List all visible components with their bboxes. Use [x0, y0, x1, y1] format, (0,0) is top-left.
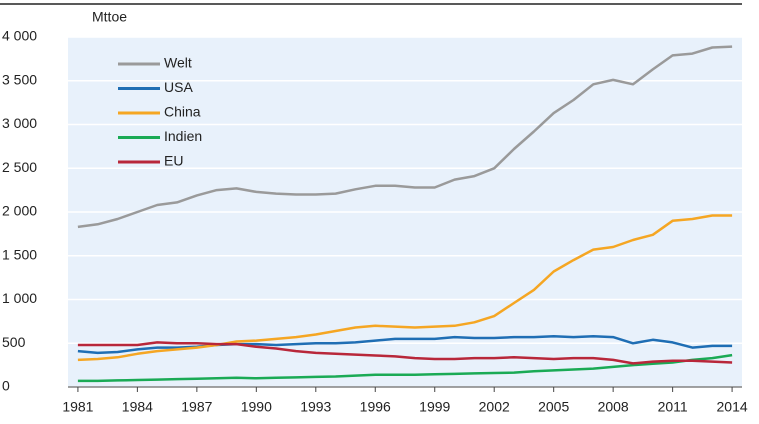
series-line: [77, 341, 733, 365]
legend-label: EU: [164, 153, 183, 169]
x-tick-label: 2005: [538, 399, 569, 415]
x-tick-label: 2002: [479, 399, 510, 415]
y-tick-label: 4 000: [2, 28, 37, 44]
x-tick-label: 1993: [300, 399, 331, 415]
legend-label: USA: [164, 79, 193, 95]
legend-label: China: [164, 104, 201, 120]
x-tick-label: 2014: [717, 399, 748, 415]
x-tick-label: 1996: [360, 399, 391, 415]
y-tick-label: 0: [2, 378, 10, 394]
y-tick-label: 1 000: [2, 290, 37, 306]
y-tick-label: 3 000: [2, 115, 37, 131]
y-tick-label: 1 500: [2, 246, 37, 262]
y-tick-label: 2 500: [2, 159, 37, 175]
series-line: [77, 335, 733, 355]
series-line: [77, 45, 733, 229]
x-tick-label: 1984: [122, 399, 153, 415]
x-tick-label: 1990: [241, 399, 272, 415]
x-tick-label: 1987: [181, 399, 212, 415]
x-tick-label: 2011: [658, 399, 688, 415]
x-tick-label: 1999: [419, 399, 450, 415]
x-tick-label: 1981: [62, 399, 93, 415]
y-tick-label: 2 000: [2, 203, 37, 219]
y-axis-label: Mttoe: [92, 9, 127, 25]
legend-label: Welt: [164, 55, 192, 71]
x-tick-label: 2008: [598, 399, 629, 415]
series-line: [77, 214, 733, 362]
y-tick-label: 500: [2, 334, 26, 350]
legend-label: Indien: [164, 128, 202, 144]
series-line: [77, 353, 733, 383]
y-tick-label: 3 500: [2, 71, 37, 87]
